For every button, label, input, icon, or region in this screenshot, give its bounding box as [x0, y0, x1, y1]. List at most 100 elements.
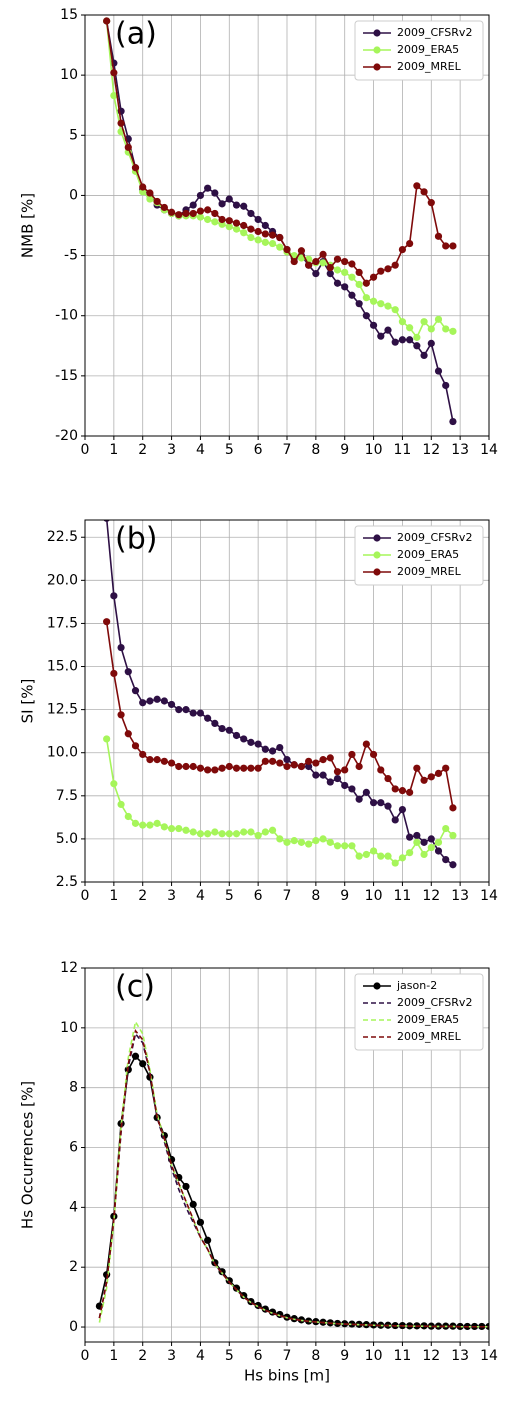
marker [449, 242, 457, 250]
marker [110, 69, 118, 77]
axes-frame [84, 14, 490, 437]
marker [305, 261, 313, 269]
marker [218, 764, 226, 772]
marker [139, 1060, 147, 1068]
marker [391, 338, 399, 346]
marker [326, 264, 334, 272]
marker [420, 776, 428, 784]
marker [211, 766, 219, 774]
y-tick-label: 10 [60, 1020, 78, 1036]
marker [160, 203, 168, 212]
marker [225, 223, 233, 231]
marker [427, 835, 435, 843]
series-line [98, 1054, 489, 1328]
marker [362, 850, 370, 859]
series-line [105, 20, 454, 422]
marker [139, 699, 147, 707]
marker [305, 757, 313, 765]
marker [341, 257, 349, 266]
marker [254, 227, 262, 236]
x-tick-label: 12 [422, 1348, 440, 1364]
marker [348, 785, 356, 793]
marker [167, 759, 176, 767]
marker [103, 520, 110, 522]
marker [153, 695, 161, 703]
marker [139, 821, 147, 829]
marker [449, 861, 457, 869]
marker [189, 201, 197, 209]
marker [319, 259, 327, 267]
marker [167, 208, 176, 216]
marker [297, 762, 306, 771]
marker [362, 740, 370, 748]
marker [189, 209, 197, 218]
marker [110, 592, 118, 600]
marker [211, 719, 219, 728]
marker [449, 831, 457, 840]
x-tick-label: 9 [340, 442, 349, 458]
marker [377, 766, 385, 774]
legend-label: 2009_CFSRv2 [397, 996, 472, 1009]
marker [319, 756, 327, 764]
marker [247, 209, 255, 218]
marker [103, 735, 111, 743]
y-tick-label: 0 [69, 187, 78, 203]
marker [225, 217, 233, 225]
x-tick-label: 5 [225, 1348, 234, 1364]
x-axis-label: Hs bins [m] [244, 1367, 330, 1385]
marker [276, 243, 284, 251]
y-axis-label: Hs Occurrences [%] [19, 1081, 37, 1229]
y-tick-label: 17.5 [47, 615, 78, 631]
y-tick-label: 0 [69, 1319, 78, 1335]
legend-label: 2009_MREL [397, 60, 462, 73]
marker [290, 257, 298, 266]
marker [268, 747, 277, 755]
marker [175, 762, 183, 771]
marker [427, 339, 435, 347]
legend-marker [373, 551, 381, 559]
marker [124, 143, 132, 151]
x-tick-label: 4 [196, 1348, 205, 1364]
marker [261, 221, 269, 230]
marker [305, 840, 313, 848]
marker [131, 819, 140, 827]
marker [442, 855, 450, 864]
marker [384, 852, 392, 860]
legend-marker [373, 29, 381, 37]
legend-marker [373, 982, 381, 990]
marker [110, 91, 118, 100]
marker [160, 823, 168, 831]
marker [362, 312, 370, 320]
marker [247, 225, 255, 233]
marker [406, 239, 414, 248]
marker [196, 764, 205, 772]
marker [211, 209, 219, 218]
marker [247, 233, 255, 242]
marker [124, 668, 132, 676]
marker [247, 764, 255, 772]
x-tick-label: 6 [254, 442, 263, 458]
marker [369, 799, 378, 807]
marker [261, 745, 269, 753]
y-tick-label: 8 [69, 1080, 78, 1096]
marker [175, 824, 183, 833]
panel-label: (a) [115, 17, 157, 52]
marker [406, 788, 414, 796]
marker [391, 261, 399, 269]
marker [261, 230, 269, 238]
marker [189, 828, 197, 836]
x-tick-label: 9 [340, 888, 349, 904]
panel-label: (c) [115, 970, 155, 1005]
legend-marker [373, 63, 381, 71]
marker [434, 367, 443, 375]
marker [240, 229, 248, 237]
marker [268, 826, 277, 834]
axes-frame [84, 967, 490, 1343]
marker [247, 828, 255, 836]
marker [196, 830, 205, 838]
marker [290, 761, 298, 769]
y-tick-label: 5.0 [56, 831, 78, 847]
marker [420, 838, 428, 846]
marker [131, 1052, 140, 1060]
x-tick-label: 4 [196, 888, 205, 904]
